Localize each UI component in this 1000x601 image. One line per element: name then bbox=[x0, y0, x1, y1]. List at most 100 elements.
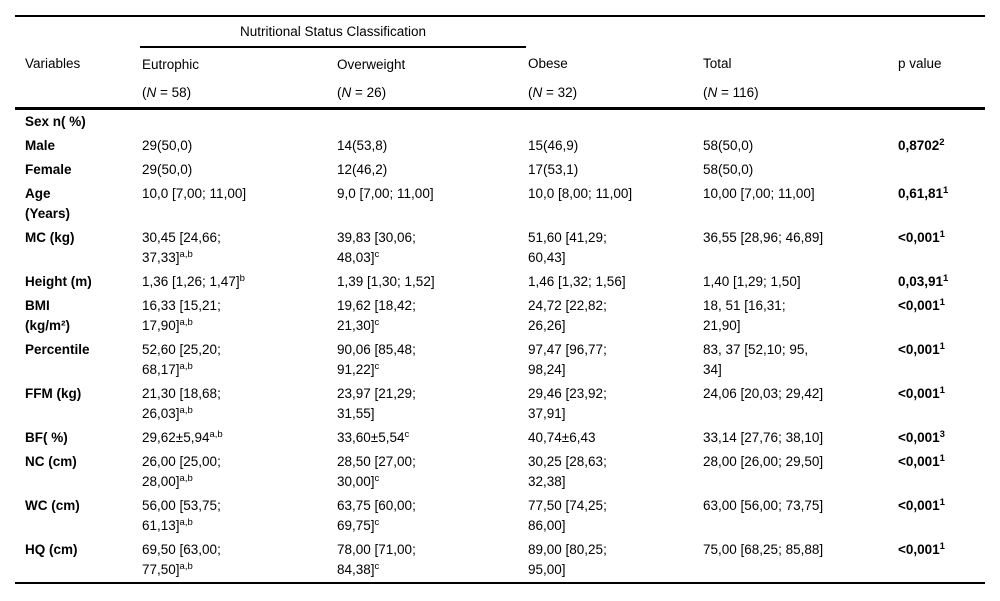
nutritional-status-table-wrap: Nutritional Status Classification Variab… bbox=[15, 15, 985, 584]
cell-pvalue bbox=[896, 109, 985, 135]
cell-pvalue bbox=[896, 158, 985, 182]
cell-overweight: 90,06 [85,48; 91,22]c bbox=[337, 342, 416, 377]
table-header: Nutritional Status Classification Variab… bbox=[15, 16, 985, 110]
table-row-nc: NC (cm) 26,00 [25,00; 28,00]a,b 28,50 [27… bbox=[15, 450, 985, 494]
nutritional-status-table: Nutritional Status Classification Variab… bbox=[15, 15, 985, 584]
column-header-variables: Variables bbox=[25, 56, 81, 71]
cell-pvalue: <0,0011 bbox=[898, 384, 945, 401]
cell-pvalue: <0,0011 bbox=[898, 496, 945, 513]
cell-obese: 89,00 [80,25; 95,00] bbox=[528, 542, 607, 577]
cell-total: 10,00 [7,00; 11,00] bbox=[703, 186, 815, 201]
table-row-bmi: BMI (kg/m²) 16,33 [15,21; 17,90]a,b 19,62 … bbox=[15, 294, 985, 338]
row-label: FFM (kg) bbox=[25, 386, 82, 401]
row-label: NC (cm) bbox=[25, 454, 77, 469]
cell-eutrophic: 69,50 [63,00; 77,50]a,b bbox=[142, 542, 221, 577]
group-size-spacer bbox=[15, 75, 140, 110]
cell-obese: 15(46,9) bbox=[528, 138, 579, 153]
cell-overweight: 78,00 [71,00; 84,38]c bbox=[337, 542, 416, 577]
cell-pvalue: <0,0011 bbox=[898, 540, 945, 557]
column-header-total: Total bbox=[703, 56, 732, 71]
row-label: MC (kg) bbox=[25, 230, 75, 245]
row-label: Age (Years) bbox=[25, 186, 71, 221]
group-size-overweight: (N = 26) bbox=[335, 75, 526, 110]
cell-overweight: 33,60±5,54c bbox=[337, 428, 410, 445]
spanner-row: Nutritional Status Classification bbox=[15, 16, 985, 48]
cell-pvalue: <0,0011 bbox=[898, 452, 945, 469]
group-size-eutrophic: (N = 58) bbox=[140, 75, 335, 110]
cell-eutrophic: 16,33 [15,21; 17,90]a,b bbox=[142, 298, 221, 333]
cell-overweight: 1,39 [1,30; 1,52] bbox=[337, 274, 435, 289]
cell-obese: 97,47 [96,77; 98,24] bbox=[528, 342, 607, 377]
column-header-eutrophic: Eutrophic bbox=[142, 57, 200, 72]
cell-obese: 1,46 [1,32; 1,56] bbox=[528, 274, 626, 289]
cell-total: 58(50,0) bbox=[703, 138, 754, 153]
row-label: Height (m) bbox=[25, 274, 92, 289]
cell-total: 58(50,0) bbox=[703, 162, 754, 177]
cell-overweight bbox=[335, 109, 526, 135]
table-row-male: Male 29(50,0) 14(53,8) 15(46,9) 58(50,0)… bbox=[15, 134, 985, 158]
spanner-spacer-obese bbox=[526, 16, 701, 47]
cell-eutrophic: 30,45 [24,66; 37,33]a,b bbox=[142, 230, 221, 265]
group-size-obese: (N = 32) bbox=[526, 75, 701, 110]
column-header-overweight: Overweight bbox=[337, 57, 406, 72]
cell-obese: 10,0 [8,00; 11,00] bbox=[528, 186, 633, 201]
column-header-obese: Obese bbox=[528, 56, 568, 71]
cell-pvalue: <0,0013 bbox=[898, 428, 945, 445]
cell-eutrophic: 21,30 [18,68; 26,03]a,b bbox=[142, 386, 221, 421]
row-label: Male bbox=[25, 138, 56, 153]
group-size-total: (N = 116) bbox=[701, 75, 896, 110]
table-row-sex: Sex n( %) bbox=[15, 109, 985, 135]
cell-overweight: 19,62 [18,42; 21,30]c bbox=[337, 298, 416, 333]
group-size-pvalue-spacer bbox=[896, 75, 985, 110]
cell-total: 83, 37 [52,10; 95, 34] bbox=[703, 342, 809, 377]
cell-overweight: 39,83 [30,06; 48,03]c bbox=[337, 230, 416, 265]
cell-overweight: 23,97 [21,29; 31,55] bbox=[337, 386, 416, 421]
cell-eutrophic: 1,36 [1,26; 1,47]b bbox=[142, 272, 245, 289]
row-label: BF( %) bbox=[25, 430, 68, 445]
cell-obese: 17(53,1) bbox=[528, 162, 579, 177]
cell-total: 28,00 [26,00; 29,50] bbox=[703, 454, 824, 469]
cell-obese: 29,46 [23,92; 37,91] bbox=[528, 386, 607, 421]
row-label: WC (cm) bbox=[25, 498, 80, 513]
row-label: Sex n( %) bbox=[25, 114, 86, 129]
row-label: HQ (cm) bbox=[25, 542, 78, 557]
cell-total bbox=[701, 109, 896, 135]
cell-total: 75,00 [68,25; 85,88] bbox=[703, 542, 824, 557]
cell-obese: 40,74±6,43 bbox=[528, 430, 596, 445]
cell-overweight: 12(46,2) bbox=[337, 162, 388, 177]
cell-eutrophic: 10,0 [7,00; 11,00] bbox=[142, 186, 247, 201]
column-header-pvalue: p value bbox=[898, 56, 942, 71]
spanner-spacer-total bbox=[701, 16, 896, 47]
table-row-ffm: FFM (kg) 21,30 [18,68; 26,03]a,b 23,97 [2… bbox=[15, 382, 985, 426]
spanner-spacer-left bbox=[15, 16, 140, 47]
cell-total: 33,14 [27,76; 38,10] bbox=[703, 430, 824, 445]
cell-pvalue: 0,61,811 bbox=[898, 184, 949, 201]
group-size-row: (N = 58) (N = 26) (N = 32) (N = 116) bbox=[15, 75, 985, 110]
table-row-height: Height (m) 1,36 [1,26; 1,47]b 1,39 [1,30… bbox=[15, 270, 985, 294]
table-row-bf: BF( %) 29,62±5,94a,b 33,60±5,54c 40,74±6… bbox=[15, 426, 985, 450]
cell-eutrophic: 26,00 [25,00; 28,00]a,b bbox=[142, 454, 221, 489]
cell-eutrophic: 29,62±5,94a,b bbox=[142, 428, 223, 445]
cell-obese: 30,25 [28,63; 32,38] bbox=[528, 454, 607, 489]
row-label: Percentile bbox=[25, 342, 90, 357]
cell-total: 18, 51 [16,31; 21,90] bbox=[703, 298, 786, 333]
spanner-spacer-pvalue bbox=[896, 16, 985, 47]
cell-total: 36,55 [28,96; 46,89] bbox=[703, 230, 824, 245]
row-label: Female bbox=[25, 162, 72, 177]
table-row-female: Female 29(50,0) 12(46,2) 17(53,1) 58(50,… bbox=[15, 158, 985, 182]
row-label: BMI (kg/m²) bbox=[25, 298, 70, 333]
cell-eutrophic: 52,60 [25,20; 68,17]a,b bbox=[142, 342, 221, 377]
cell-total: 1,40 [1,29; 1,50] bbox=[703, 274, 801, 289]
cell-eutrophic bbox=[140, 109, 335, 135]
table-row-wc: WC (cm) 56,00 [53,75; 61,13]a,b 63,75 [60… bbox=[15, 494, 985, 538]
cell-pvalue: <0,0011 bbox=[898, 296, 945, 313]
table-row-hq: HQ (cm) 69,50 [63,00; 77,50]a,b 78,00 [71… bbox=[15, 538, 985, 583]
cell-obese: 51,60 [41,29; 60,43] bbox=[528, 230, 607, 265]
table-row-percentile: Percentile 52,60 [25,20; 68,17]a,b 90,06 … bbox=[15, 338, 985, 382]
cell-obese bbox=[526, 109, 701, 135]
cell-overweight: 63,75 [60,00; 69,75]c bbox=[337, 498, 416, 533]
cell-obese: 24,72 [22,82; 26,26] bbox=[528, 298, 607, 333]
cell-pvalue: 0,03,911 bbox=[898, 272, 949, 289]
cell-pvalue: <0,0011 bbox=[898, 228, 945, 245]
cell-eutrophic: 29(50,0) bbox=[142, 138, 193, 153]
